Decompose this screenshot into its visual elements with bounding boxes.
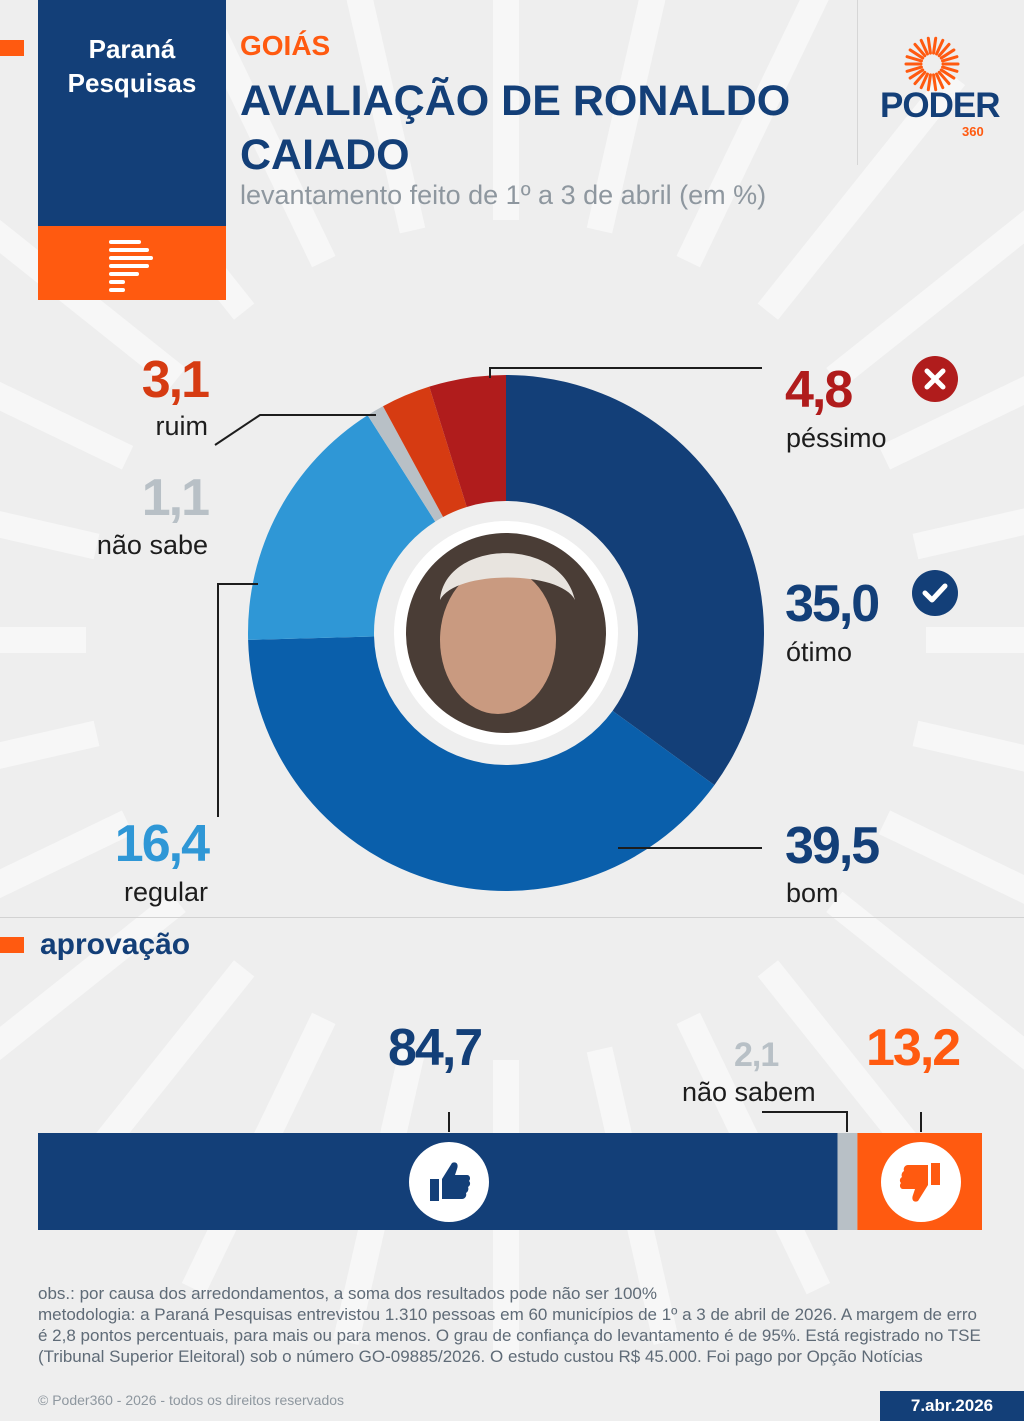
value-approve: 84,7 <box>388 1019 483 1077</box>
pollster-name-line1: Paraná <box>88 34 176 64</box>
title-line2: CAIADO <box>240 131 410 179</box>
label-ruim: ruim <box>155 411 209 441</box>
pollster-name: Paraná Pesquisas <box>38 32 226 100</box>
value-disapprove: 13,2 <box>866 1019 961 1077</box>
section-accent-tick <box>0 937 24 953</box>
value-regular: 16,4 <box>114 815 210 873</box>
tick-unsure <box>762 1111 848 1132</box>
close-icon <box>912 356 958 402</box>
donut-slice-3 <box>367 406 444 522</box>
donut-slice-5 <box>429 375 506 507</box>
leader-line-ruim <box>214 414 376 446</box>
value-pessimo: 4,8 <box>785 361 853 419</box>
donut-chart <box>214 367 765 891</box>
page-subtitle: levantamento feito de 1º a 3 de abril (e… <box>240 180 767 210</box>
label-unsure: não sabem <box>682 1077 816 1107</box>
value-unsure: 2,1 <box>734 1036 779 1074</box>
approval-bar <box>38 1111 982 1230</box>
copyright: © Poder360 - 2026 - todos os direitos re… <box>38 1392 345 1408</box>
pollster-logo-icon <box>109 240 153 292</box>
footnote-obs: obs.: por causa dos arredondamentos, a s… <box>38 1284 657 1303</box>
check-icon <box>912 570 958 616</box>
leader-line-regular <box>217 583 258 817</box>
brand-logo: PODER <box>880 86 1000 125</box>
portrait-hair <box>440 553 575 600</box>
page-title: AVALIAÇÃO DE RONALDO CAIADO <box>240 74 840 182</box>
publish-date: 7.abr.2026 <box>880 1391 1024 1421</box>
label-regular: regular <box>123 877 208 907</box>
title-line1: AVALIAÇÃO DE RONALDO <box>240 77 791 125</box>
value-ruim: 3,1 <box>141 351 210 409</box>
leader-line-pessimo <box>489 367 762 378</box>
bar-segment-1 <box>837 1133 858 1230</box>
label-bom: bom <box>786 878 839 908</box>
label-pessimo: péssimo <box>786 423 887 453</box>
approval-section-title: aprovação <box>40 928 191 961</box>
donut-slice-0 <box>506 375 765 786</box>
section-divider <box>0 917 1024 918</box>
pollster-name-line2: Pesquisas <box>67 68 197 98</box>
donut-slice-1 <box>248 636 715 891</box>
footnotes: obs.: por causa dos arredondamentos, a s… <box>38 1283 988 1367</box>
header-accent-tick <box>0 40 24 56</box>
poder-sun-icon <box>904 36 960 92</box>
donut-slice-4 <box>383 386 467 517</box>
donut-slice-2 <box>248 415 436 640</box>
state-label: GOIÁS <box>240 30 331 61</box>
thumbs-up-icon <box>409 1142 489 1222</box>
leader-lines <box>214 367 762 849</box>
brand-logo-suffix: 360 <box>962 124 984 139</box>
portrait-face <box>440 566 556 714</box>
value-otimo: 35,0 <box>785 575 880 633</box>
header-divider <box>857 0 858 165</box>
pollster-logo-block <box>38 226 226 300</box>
label-nao-sabe: não sabe <box>96 530 208 560</box>
thumbs-down-icon <box>881 1142 961 1222</box>
footnote-methodology: metodologia: a Paraná Pesquisas entrevis… <box>38 1305 981 1366</box>
value-nao-sabe: 1,1 <box>141 469 210 527</box>
label-otimo: ótimo <box>786 637 853 667</box>
value-bom: 39,5 <box>785 817 880 875</box>
